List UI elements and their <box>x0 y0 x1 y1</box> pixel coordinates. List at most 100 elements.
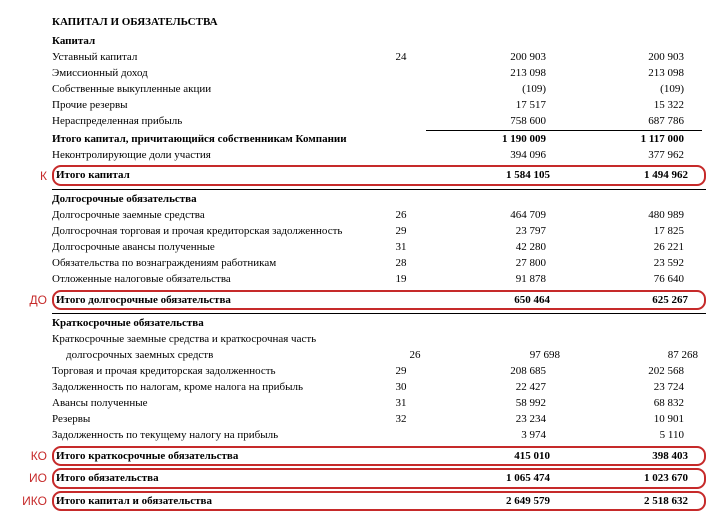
label: Краткосрочные заемные средства и краткос… <box>52 332 376 348</box>
value-1: 91 878 <box>426 272 564 288</box>
value-2: 213 098 <box>564 66 702 82</box>
total-liabilities-highlight: ИО Итого обязательства 1 065 474 1 023 6… <box>52 468 706 489</box>
label: Прочие резервы <box>52 98 376 114</box>
value-1: (109) <box>426 82 564 98</box>
value-2: 2 518 632 <box>568 493 706 510</box>
longterm-heading: Долгосрочные обязательства <box>52 192 376 208</box>
note: 19 <box>376 272 426 288</box>
longterm-heading-row: Долгосрочные обязательства <box>52 189 706 208</box>
value-2: 398 403 <box>568 448 706 465</box>
value-2: 76 640 <box>564 272 702 288</box>
value-2: 87 268 <box>578 348 716 364</box>
capital-nci-row: Неконтролирующие доли участия 394 096 37… <box>52 148 706 164</box>
value-2: 377 962 <box>564 148 702 164</box>
value-2: 1 117 000 <box>564 130 702 148</box>
table-row: Торговая и прочая кредиторская задолженн… <box>52 364 706 380</box>
value-2: 26 221 <box>564 240 702 256</box>
value-1: 17 517 <box>426 98 564 114</box>
table-row: Нераспределенная прибыль758 600687 786 <box>52 114 706 130</box>
margin-tag-iko: ИКО <box>9 494 47 508</box>
label: Отложенные налоговые обязательства <box>52 272 376 288</box>
value-1: 394 096 <box>426 148 564 164</box>
table-row: Уставный капитал24200 903200 903 <box>52 50 706 66</box>
table-row: Авансы полученные3158 99268 832 <box>52 396 706 412</box>
capital-heading: Капитал <box>52 34 376 50</box>
table-row: Обязательства по вознаграждениям работни… <box>52 256 706 272</box>
total-capital-liabilities-highlight: ИКО Итого капитал и обязательства 2 649 … <box>52 491 706 512</box>
shortterm-heading-row: Краткосрочные обязательства <box>52 313 706 332</box>
label: Итого краткосрочные обязательства <box>56 448 380 465</box>
value-2: 1 494 962 <box>568 167 706 184</box>
note: 28 <box>376 256 426 272</box>
label: Резервы <box>52 412 376 428</box>
label: Эмиссионный доход <box>52 66 376 82</box>
note: 32 <box>376 412 426 428</box>
note: 24 <box>376 50 426 66</box>
table-row: Долгосрочные авансы полученные3142 28026… <box>52 240 706 256</box>
value-1: 23 797 <box>426 224 564 240</box>
table-row: Резервы3223 23410 901 <box>52 412 706 428</box>
value-2: 23 592 <box>564 256 702 272</box>
value-2: 1 023 670 <box>568 470 706 487</box>
value-1: 464 709 <box>426 208 564 224</box>
note: 26 <box>376 208 426 224</box>
margin-tag-k: К <box>9 169 47 183</box>
label: Долгосрочная торговая и прочая кредиторс… <box>52 224 376 240</box>
longterm-total-row: Итого долгосрочные обязательства 650 464… <box>56 292 702 309</box>
value-1: 97 698 <box>440 348 578 364</box>
total-capital-liabilities-row: Итого капитал и обязательства 2 649 579 … <box>56 493 702 510</box>
value-2: 10 901 <box>564 412 702 428</box>
table-row: Долгосрочная торговая и прочая кредиторс… <box>52 224 706 240</box>
label: Итого капитал, причитающийся собственник… <box>52 132 376 148</box>
value-1: 2 649 579 <box>430 493 568 510</box>
value-1: 42 280 <box>426 240 564 256</box>
label: Уставный капитал <box>52 50 376 66</box>
value-1: 1 065 474 <box>430 470 568 487</box>
note: 26 <box>390 348 440 364</box>
label: Долгосрочные авансы полученные <box>52 240 376 256</box>
table-row: Долгосрочные заемные средства26464 70948… <box>52 208 706 224</box>
label: Задолженность по текущему налогу на приб… <box>52 428 376 444</box>
value-1: 58 992 <box>426 396 564 412</box>
value-1: 213 098 <box>426 66 564 82</box>
label: Нераспределенная прибыль <box>52 114 376 130</box>
section-title: КАПИТАЛ И ОБЯЗАТЕЛЬСТВА <box>52 15 376 31</box>
value-1: 27 800 <box>426 256 564 272</box>
value-2: 480 989 <box>564 208 702 224</box>
table-row: Задолженность по налогам, кроме налога н… <box>52 380 706 396</box>
label: Итого обязательства <box>56 470 380 487</box>
margin-tag-io: ИО <box>9 471 47 485</box>
value-2: (109) <box>564 82 702 98</box>
table-row: Прочие резервы17 51715 322 <box>52 98 706 114</box>
label: Итого капитал <box>56 167 380 184</box>
value-1: 1 190 009 <box>426 130 564 148</box>
value-2: 687 786 <box>564 114 702 130</box>
value-1: 23 234 <box>426 412 564 428</box>
label: Торговая и прочая кредиторская задолженн… <box>52 364 376 380</box>
table-row: долгосрочных заемных средств2697 69887 2… <box>52 348 706 364</box>
value-2: 17 825 <box>564 224 702 240</box>
note: 30 <box>376 380 426 396</box>
note: 31 <box>376 396 426 412</box>
section-title-row: КАПИТАЛ И ОБЯЗАТЕЛЬСТВА <box>52 15 706 31</box>
shortterm-total-highlight: КО Итого краткосрочные обязательства 415… <box>52 446 706 467</box>
value-2: 5 110 <box>564 428 702 444</box>
value-1: 1 584 105 <box>430 167 568 184</box>
value-1: 3 974 <box>426 428 564 444</box>
value-2: 68 832 <box>564 396 702 412</box>
capital-owners-subtotal: Итого капитал, причитающийся собственник… <box>52 130 706 148</box>
margin-tag-ko: КО <box>9 449 47 463</box>
capital-total-highlight: К Итого капитал 1 584 105 1 494 962 <box>52 165 706 186</box>
value-1: 22 427 <box>426 380 564 396</box>
label-cont: долгосрочных заемных средств <box>52 348 390 364</box>
shortterm-total-row: Итого краткосрочные обязательства 415 01… <box>56 448 702 465</box>
value-1: 415 010 <box>430 448 568 465</box>
longterm-total-highlight: ДО Итого долгосрочные обязательства 650 … <box>52 290 706 311</box>
value-2: 200 903 <box>564 50 702 66</box>
value-1: 650 464 <box>430 292 568 309</box>
shortterm-heading: Краткосрочные обязательства <box>52 316 376 332</box>
table-row: Собственные выкупленные акции(109)(109) <box>52 82 706 98</box>
label: Долгосрочные заемные средства <box>52 208 376 224</box>
label: Неконтролирующие доли участия <box>52 148 376 164</box>
value-1: 208 685 <box>426 364 564 380</box>
